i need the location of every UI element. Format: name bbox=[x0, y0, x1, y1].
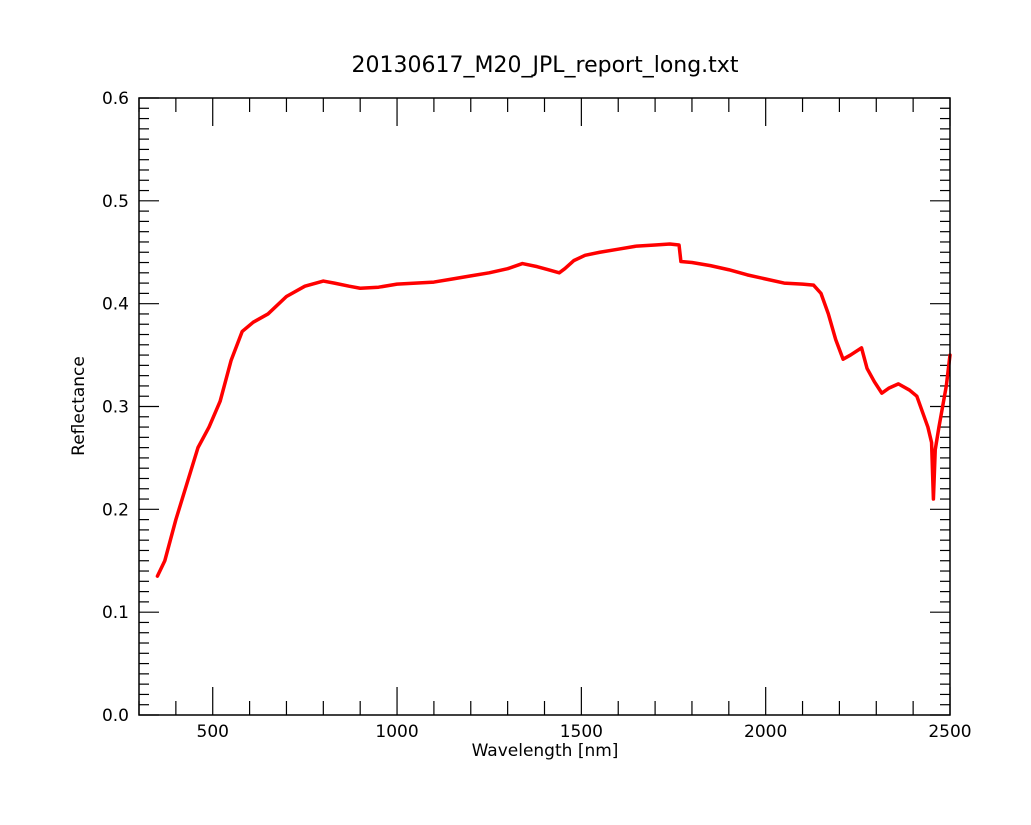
y-tick-label: 0.5 bbox=[102, 192, 129, 212]
plot-frame bbox=[138, 97, 951, 716]
y-tick-labels: 0.0 0.1 0.2 0.3 0.4 0.5 0.6 bbox=[102, 89, 129, 726]
x-tick-labels: 500 1000 1500 2000 2500 bbox=[197, 722, 972, 742]
x-tick-label: 2000 bbox=[744, 722, 787, 742]
reflectance-series-line bbox=[155, 242, 952, 578]
y-axis-title: Reflectance bbox=[69, 356, 89, 456]
y-tick-label: 0.1 bbox=[102, 603, 129, 623]
x-axis-title: Wavelength [nm] bbox=[472, 741, 619, 761]
axis-ticks bbox=[138, 97, 951, 716]
x-tick-label: 1000 bbox=[375, 722, 418, 742]
chart-title: 20130617_M20_JPL_report_long.txt bbox=[352, 53, 739, 78]
y-tick-label: 0.0 bbox=[102, 706, 129, 726]
x-tick-label: 1500 bbox=[560, 722, 603, 742]
y-tick-label: 0.4 bbox=[102, 295, 129, 315]
y-tick-label: 0.2 bbox=[102, 500, 129, 520]
y-tick-label: 0.6 bbox=[102, 89, 129, 109]
series-layer bbox=[155, 242, 952, 578]
x-tick-label: 2500 bbox=[928, 722, 971, 742]
y-tick-label: 0.3 bbox=[102, 398, 129, 418]
x-tick-label: 500 bbox=[197, 722, 229, 742]
